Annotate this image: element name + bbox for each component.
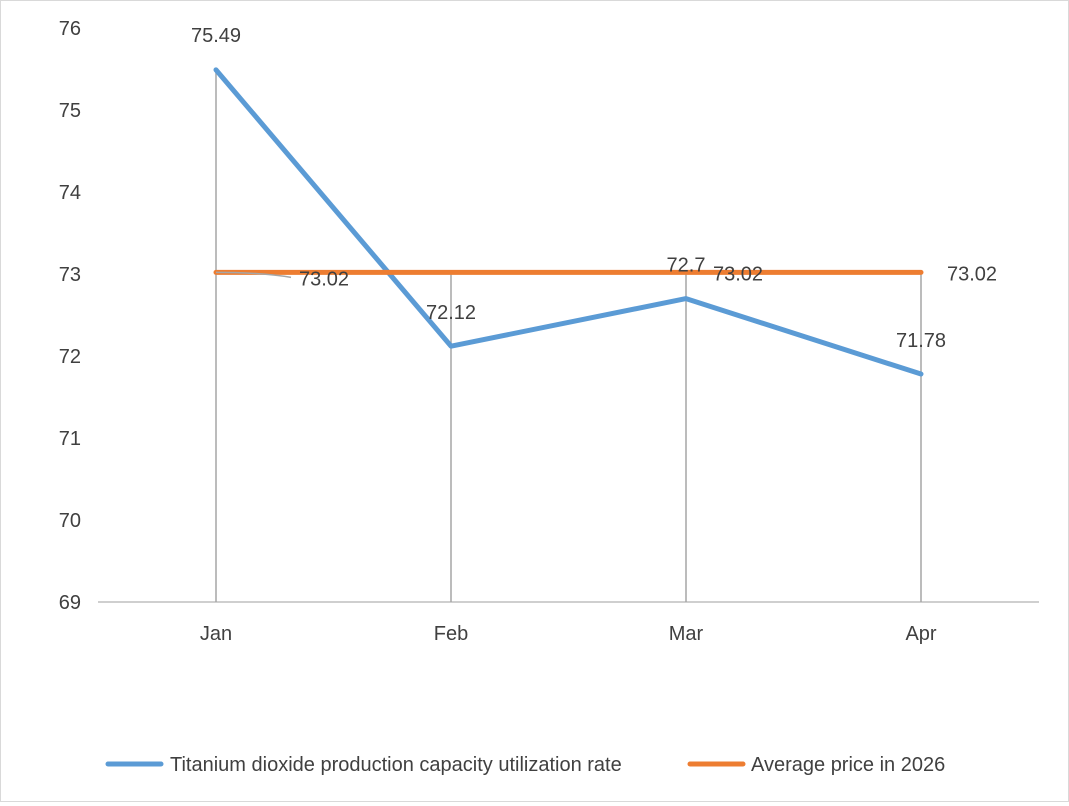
data-label-utilization-rate: 72.12 — [426, 302, 476, 324]
data-label-average-price: 73.02 — [713, 263, 763, 285]
y-tick-label: 72 — [59, 346, 81, 368]
data-label-average-price: 73.02 — [947, 263, 997, 285]
y-tick-label: 76 — [59, 18, 81, 40]
data-label-average-price: 73.02 — [299, 268, 349, 290]
y-tick-label: 74 — [59, 182, 81, 204]
x-tick-label: Mar — [669, 623, 704, 645]
x-tick-label: Jan — [200, 623, 232, 645]
drop-lines — [215, 69, 922, 602]
data-label-utilization-rate: 71.78 — [896, 330, 946, 352]
y-tick-label: 70 — [59, 510, 81, 532]
axis-layer: 69 70 71 72 73 74 75 76 Jan Feb Mar Apr — [59, 18, 1039, 645]
data-label-utilization-rate: 75.49 — [191, 25, 241, 47]
legend-label-utilization-rate: Titanium dioxide production capacity uti… — [170, 754, 622, 776]
data-labels: 75.49 72.12 72.7 71.78 73.02 73.02 73.02 — [191, 25, 997, 352]
y-tick-label: 75 — [59, 100, 81, 122]
legend-label-average-price: Average price in 2026 — [751, 754, 945, 776]
y-tick-label: 71 — [59, 428, 81, 450]
y-tick-label: 69 — [59, 592, 81, 614]
x-tick-label: Feb — [434, 623, 468, 645]
series-line-utilization-rate — [213, 67, 924, 377]
legend: Titanium dioxide production capacity uti… — [105, 754, 945, 776]
series-layer — [213, 67, 924, 377]
leader-line — [215, 271, 292, 279]
data-label-utilization-rate: 72.7 — [667, 255, 706, 277]
x-tick-label: Apr — [905, 623, 936, 645]
y-tick-label: 73 — [59, 264, 81, 286]
